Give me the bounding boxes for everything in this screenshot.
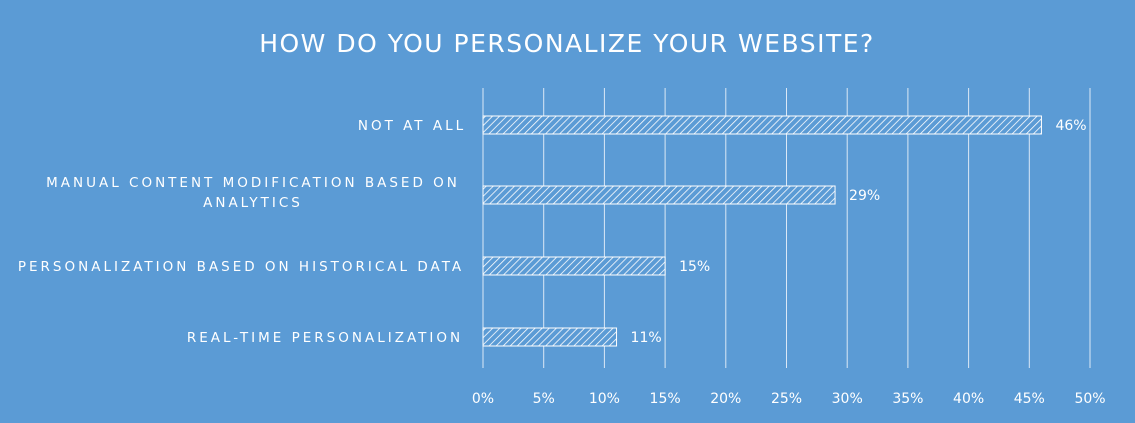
category-label: MANUAL CONTENT MODIFICATION BASED ON ANAL… [46, 175, 460, 211]
x-tick-label: 35% [892, 391, 923, 407]
bars [482, 115, 1042, 347]
x-tick-label: 25% [771, 391, 802, 407]
category-label: PERSONALIZATION BASED ON HISTORICAL DATA [18, 259, 464, 275]
chart-title: HOW DO YOU PERSONALIZE YOUR WEBSITE? [259, 29, 875, 58]
x-tick-label: 0% [472, 391, 494, 407]
category-label: NOT AT ALL [358, 118, 466, 134]
bar [482, 256, 666, 276]
category-label-line: REAL-TIME PERSONALIZATION [187, 330, 463, 346]
bar [482, 327, 618, 347]
bar [482, 115, 1042, 135]
x-tick-label: 5% [533, 391, 555, 407]
x-tick-label: 30% [832, 391, 863, 407]
x-tick-label: 40% [953, 391, 984, 407]
x-tick-label: 10% [589, 391, 620, 407]
x-tick-label: 45% [1014, 391, 1045, 407]
x-tick-labels: 0% 5% 10% 15% 20% 25% 30% 35% 40% 45% 50% [472, 391, 1106, 407]
category-label-line: NOT AT ALL [358, 118, 466, 134]
data-label: 46% [1055, 118, 1086, 134]
category-label: REAL-TIME PERSONALIZATION [187, 330, 463, 346]
data-labels: 46% 29% 15% 11% [631, 118, 1087, 346]
category-label-line: ANALYTICS [203, 195, 303, 211]
category-label-line: MANUAL CONTENT MODIFICATION BASED ON [46, 175, 460, 191]
data-label: 11% [631, 330, 662, 346]
bar [482, 185, 836, 205]
data-label: 29% [849, 188, 880, 204]
x-tick-label: 50% [1074, 391, 1105, 407]
x-tick-label: 15% [650, 391, 681, 407]
category-label-line: PERSONALIZATION BASED ON HISTORICAL DATA [18, 259, 464, 275]
x-tick-label: 20% [710, 391, 741, 407]
gridlines [482, 88, 1091, 368]
category-labels: NOT AT ALL MANUAL CONTENT MODIFICATION BA… [18, 118, 466, 346]
data-label: 15% [679, 259, 710, 275]
